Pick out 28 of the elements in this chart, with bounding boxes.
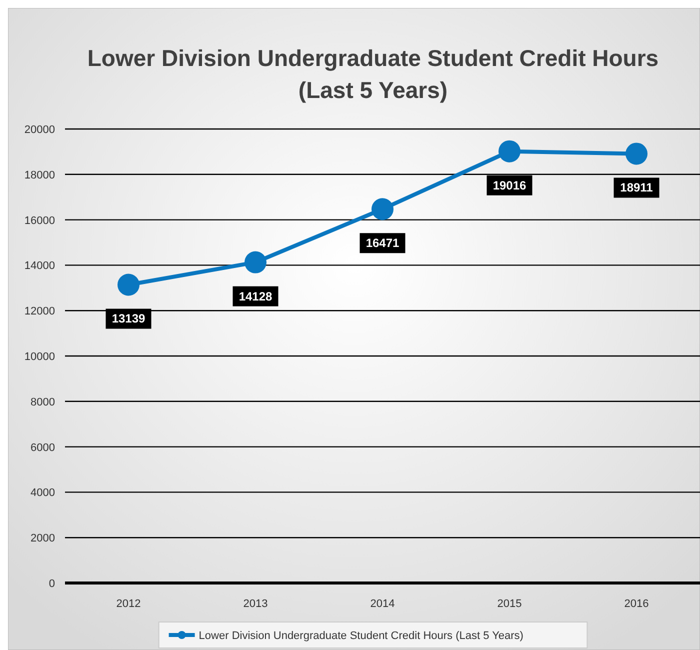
y-tick-label: 0 bbox=[48, 578, 55, 590]
point bbox=[626, 142, 648, 165]
point bbox=[118, 274, 140, 296]
y-tick-label: 2000 bbox=[30, 532, 55, 545]
data-label: 13139 bbox=[112, 312, 146, 326]
x-tick-label: 2015 bbox=[497, 598, 522, 610]
data-label: 19016 bbox=[492, 178, 527, 192]
y-tick-label: 4000 bbox=[30, 487, 55, 500]
legend-label: Lower Division Undergraduate Student Credit Hours (Last 5 Years) bbox=[198, 630, 524, 642]
y-tick-label: 18000 bbox=[24, 169, 55, 182]
point bbox=[498, 140, 520, 162]
y-tick-label: 6000 bbox=[30, 442, 55, 454]
chart-title: Lower Division Undergraduate Student Credit Hours (Last 5 Years) bbox=[87, 45, 659, 103]
x-tick-label: 2014 bbox=[370, 598, 395, 610]
x-tick-label: 2012 bbox=[116, 598, 141, 610]
y-tick-label: 10000 bbox=[24, 351, 55, 363]
x-tick-label: 2016 bbox=[624, 598, 649, 610]
x-tick-label: 2013 bbox=[243, 598, 268, 610]
y-tick-label: 16000 bbox=[24, 214, 55, 227]
point bbox=[244, 251, 266, 274]
point bbox=[372, 198, 394, 220]
y-tick-label: 20000 bbox=[24, 124, 55, 136]
data-label: 14128 bbox=[238, 289, 273, 304]
y-tick-label: 14000 bbox=[24, 260, 55, 272]
data-label: 16471 bbox=[366, 236, 400, 250]
y-tick-label: 12000 bbox=[24, 306, 55, 318]
data-label: 18911 bbox=[620, 180, 654, 195]
y-tick-label: 8000 bbox=[30, 396, 55, 408]
